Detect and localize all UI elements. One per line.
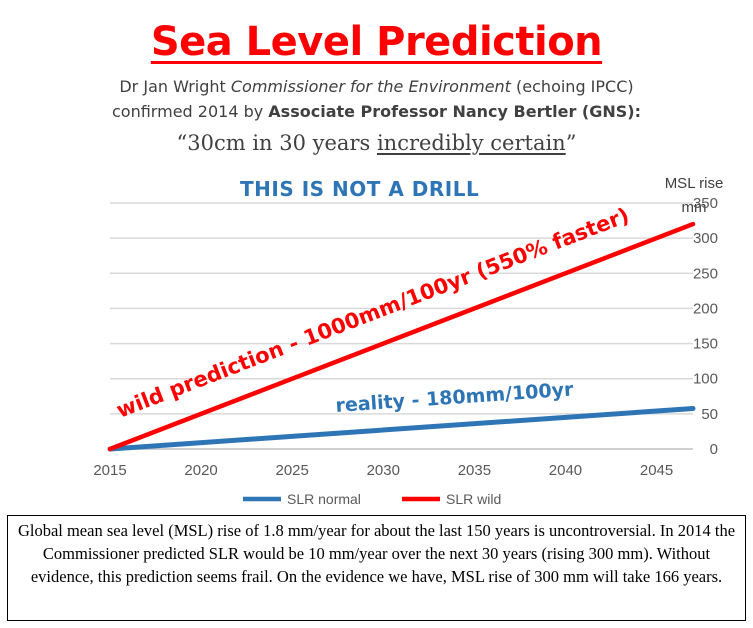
credit-role: Commissioner for the Environment [230, 77, 511, 96]
series-line-slr-normal [107, 406, 696, 452]
x-tick-label: 2025 [276, 462, 309, 479]
quote-close: ” [565, 131, 577, 155]
credit-lead: confirmed 2014 by [112, 102, 269, 121]
annotation-reality: reality - 180mm/100yr [335, 378, 575, 416]
quote: “30cm in 30 years incredibly certain” [0, 129, 753, 157]
x-tick-label: 2020 [184, 462, 217, 479]
x-tick-label: 2030 [367, 462, 400, 479]
x-tick-label: 2015 [93, 462, 126, 479]
quote-open: “30cm in 30 years [176, 131, 377, 155]
series-line-slr-wild [107, 221, 696, 452]
credit-name: Dr Jan Wright [119, 77, 231, 96]
caption-box: Global mean sea level (MSL) rise of 1.8 … [7, 515, 746, 621]
credit-tail: (echoing IPCC) [510, 77, 634, 96]
y-tick-label: 250 [693, 265, 718, 282]
legend-label: SLR normal [287, 491, 361, 507]
y-tick-label: 50 [701, 406, 718, 423]
x-tick-label: 2040 [549, 462, 582, 479]
credit-line-1: Dr Jan Wright Commissioner for the Envir… [0, 76, 753, 98]
y-tick-label: 100 [693, 371, 718, 388]
x-tick-label: 2035 [458, 462, 491, 479]
y-tick-label: 350 [693, 195, 718, 212]
line-chart: 0 50 100 150 200 250 300 350 2015 2020 2025 2030 203… [93, 195, 718, 507]
legend-label: SLR wild [446, 491, 501, 507]
x-tick-label: 2045 [640, 462, 673, 479]
y-tick-label: 200 [693, 300, 718, 317]
quote-underlined: incredibly certain [376, 131, 566, 155]
credit-bold: Associate Professor Nancy Bertler (GNS): [268, 102, 641, 121]
chart-title: Sea Level Prediction [150, 19, 603, 65]
y-tick-label: 150 [693, 336, 718, 353]
credit-line-2: confirmed 2014 by Associate Professor Na… [0, 101, 753, 123]
y-axis-label-line-1: MSL rise [664, 175, 724, 192]
y-tick-label: 300 [693, 230, 718, 247]
y-tick-label: 0 [710, 441, 718, 458]
banner-not-a-drill: THIS IS NOT A DRILL [240, 177, 480, 201]
